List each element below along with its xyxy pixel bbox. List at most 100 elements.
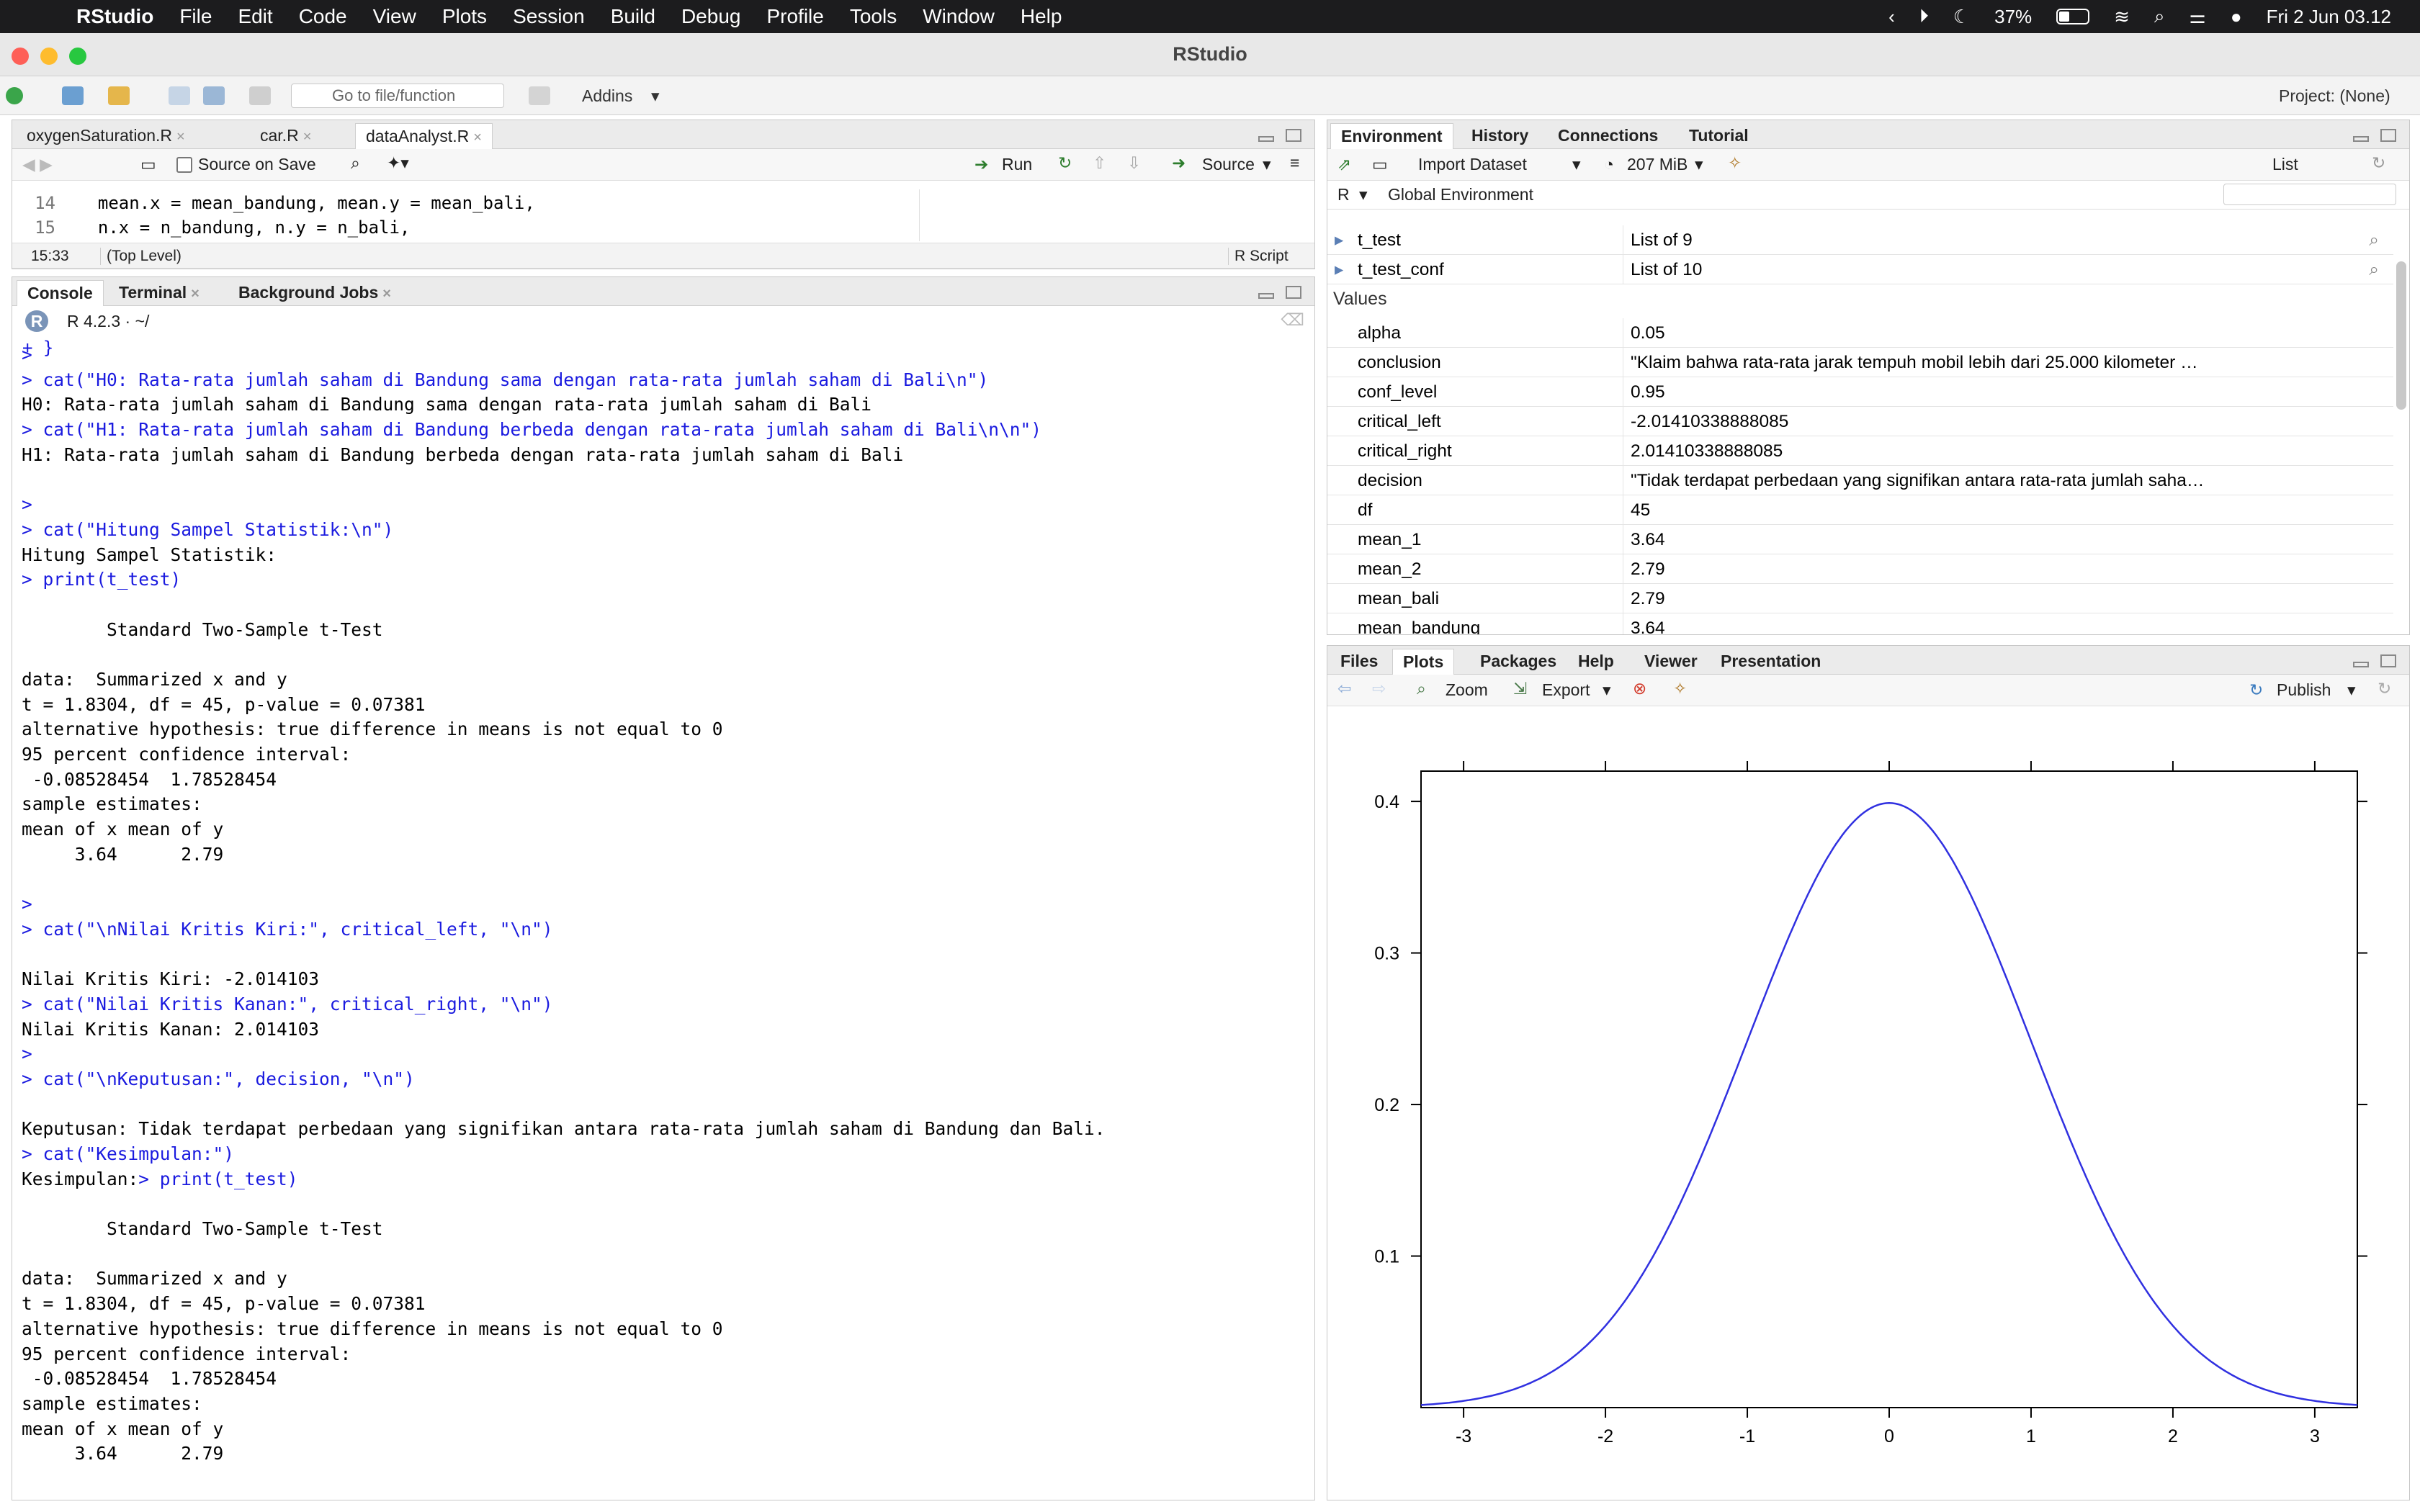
expand-icon[interactable]: ▸ [1335, 260, 1344, 279]
menu-code[interactable]: Code [298, 5, 347, 27]
tab-packages[interactable]: Packages [1480, 652, 1557, 670]
zoom-icon[interactable]: ⌕ [1417, 679, 1426, 698]
tab-background-jobs[interactable]: Background Jobs × [228, 280, 401, 306]
control-center-icon[interactable]: ⚌ [2189, 5, 2206, 27]
env-value-row[interactable]: mean_2 2.79 [1327, 554, 2393, 584]
source-button[interactable]: Source [1202, 155, 1255, 174]
env-value-row[interactable]: critical_right 2.01410338888085 [1327, 436, 2393, 466]
project-menu[interactable]: Project: (None) [2279, 86, 2390, 105]
menu-clock[interactable]: Fri 2 Jun 03.12 [2266, 5, 2391, 27]
workspace-panes-icon[interactable] [529, 84, 550, 108]
outline-icon[interactable]: ≡ [1290, 153, 1300, 172]
env-value-row[interactable]: decision "Tidak terdapat perbedaan yang s… [1327, 466, 2393, 495]
zoom-button[interactable]: Zoom [1446, 680, 1488, 699]
chevron-down-icon[interactable]: ▾ [1263, 155, 1271, 174]
addins-menu[interactable]: Addins [582, 86, 633, 105]
chevron-down-icon[interactable]: ▾ [651, 86, 660, 105]
scope-selector[interactable]: (Top Level) [100, 248, 182, 265]
save-all-icon[interactable] [203, 84, 225, 108]
tab-terminal[interactable]: Terminal × [109, 280, 210, 306]
maximize-pane-icon[interactable] [2380, 129, 2396, 142]
env-value-row[interactable]: critical_left -2.01410338888085 [1327, 407, 2393, 436]
menu-session[interactable]: Session [513, 5, 585, 27]
global-env-selector[interactable]: Global Environment [1388, 185, 1533, 204]
expand-icon[interactable]: ▸ [1335, 230, 1344, 250]
run-arrow-icon[interactable]: ➔ [974, 155, 989, 174]
env-value-row[interactable]: df 45 [1327, 495, 2393, 525]
menu-debug[interactable]: Debug [681, 5, 741, 27]
tab-files[interactable]: Files [1340, 652, 1379, 670]
close-tab-icon[interactable]: × [382, 286, 391, 302]
close-tab-icon[interactable]: × [473, 130, 482, 145]
tab-oxygen-saturation[interactable]: oxygenSaturation.R × [17, 123, 195, 149]
remove-plot-icon[interactable]: ⊗ [1633, 679, 1647, 698]
publish-button[interactable]: Publish [2277, 680, 2331, 699]
memory-usage[interactable]: 207 MiB [1627, 155, 1688, 174]
moon-icon[interactable]: ☾ [1953, 5, 1971, 27]
language-selector[interactable]: R [1337, 185, 1350, 204]
zoom-window-button[interactable] [69, 48, 86, 65]
close-tab-icon[interactable]: × [191, 286, 200, 302]
environment-search-input[interactable] [2223, 184, 2396, 205]
import-dataset-button[interactable]: Import Dataset [1418, 155, 1527, 174]
show-in-window-icon[interactable] [94, 153, 116, 172]
search-icon[interactable]: ⌕ [2154, 5, 2165, 27]
find-icon[interactable]: ⌕ [351, 153, 360, 172]
close-tab-icon[interactable]: × [176, 129, 185, 145]
code-editor[interactable]: 14 mean.x = mean_bandung, mean.y = mean_… [12, 189, 920, 241]
view-data-icon[interactable]: ⌕ [2369, 260, 2379, 279]
menu-window[interactable]: Window [923, 5, 995, 27]
tab-tutorial[interactable]: Tutorial [1689, 126, 1749, 145]
tab-help[interactable]: Help [1578, 652, 1614, 670]
save-icon[interactable] [169, 84, 190, 108]
menu-app-name[interactable]: RStudio [76, 5, 154, 27]
refresh-icon[interactable]: ↻ [2378, 679, 2392, 698]
chevron-left-icon[interactable]: ‹ [1888, 5, 1895, 27]
tab-history[interactable]: History [1471, 126, 1529, 145]
env-value-row[interactable]: alpha 0.05 [1327, 318, 2393, 348]
menu-edit[interactable]: Edit [238, 5, 273, 27]
clear-console-icon[interactable]: ⌫ [1281, 310, 1304, 329]
tab-environment[interactable]: Environment [1330, 123, 1453, 149]
go-up-icon[interactable]: ⇧ [1093, 153, 1107, 172]
env-value-row[interactable]: mean_bali 2.79 [1327, 584, 2393, 613]
minimize-pane-icon[interactable] [2353, 662, 2369, 667]
battery-percent[interactable]: 37% [1994, 5, 2033, 27]
maximize-pane-icon[interactable] [2380, 654, 2396, 667]
close-window-button[interactable] [12, 48, 29, 65]
filetype-selector[interactable]: R Script [1228, 248, 1289, 265]
battery-icon[interactable] [2056, 9, 2090, 24]
siri-icon[interactable]: ● [2230, 5, 2242, 27]
menu-build[interactable]: Build [610, 5, 655, 27]
new-file-icon[interactable] [6, 84, 23, 108]
view-data-icon[interactable]: ⌕ [2369, 230, 2379, 250]
close-tab-icon[interactable]: × [302, 129, 312, 145]
menu-tools[interactable]: Tools [849, 5, 897, 27]
chevron-down-icon[interactable]: ▾ [1572, 155, 1581, 174]
memory-pie-icon[interactable]: ◔ [1604, 155, 1614, 174]
code-tools-wand-icon[interactable]: ✦▾ [387, 153, 409, 172]
menu-help[interactable]: Help [1020, 5, 1062, 27]
console-output[interactable]: > > cat("H0: Rata-rata jumlah saham di Ba… [22, 343, 1106, 1467]
chevron-down-icon[interactable]: ▾ [2347, 680, 2356, 699]
maximize-pane-icon[interactable] [1286, 286, 1301, 299]
refresh-icon[interactable]: ↻ [2372, 153, 2386, 172]
clear-plots-broom-icon[interactable]: ✧ [1673, 679, 1688, 698]
env-list-row[interactable]: ▸ t_test List of 9 ⌕ [1327, 225, 2393, 255]
rerun-icon[interactable]: ↻ [1058, 153, 1072, 172]
source-arrow-icon[interactable]: ➜ [1172, 153, 1186, 172]
next-plot-icon[interactable]: ⇨ [1372, 679, 1386, 698]
tab-car-r[interactable]: car.R × [250, 123, 321, 149]
minimize-pane-icon[interactable] [1258, 293, 1274, 299]
env-scrollbar[interactable] [2396, 261, 2406, 410]
export-icon[interactable]: ⇲ [1513, 679, 1528, 698]
save-workspace-icon[interactable]: ▭ [1372, 155, 1388, 174]
previous-plot-icon[interactable]: ⇦ [1337, 679, 1352, 698]
env-list-row[interactable]: ▸ t_test_conf List of 10 ⌕ [1327, 255, 2393, 284]
menu-plots[interactable]: Plots [442, 5, 488, 27]
broom-icon[interactable]: ✧ [1728, 153, 1742, 172]
menu-file[interactable]: File [179, 5, 212, 27]
tab-connections[interactable]: Connections [1558, 126, 1659, 145]
menu-view[interactable]: View [372, 5, 416, 27]
tab-viewer[interactable]: Viewer [1644, 652, 1698, 670]
